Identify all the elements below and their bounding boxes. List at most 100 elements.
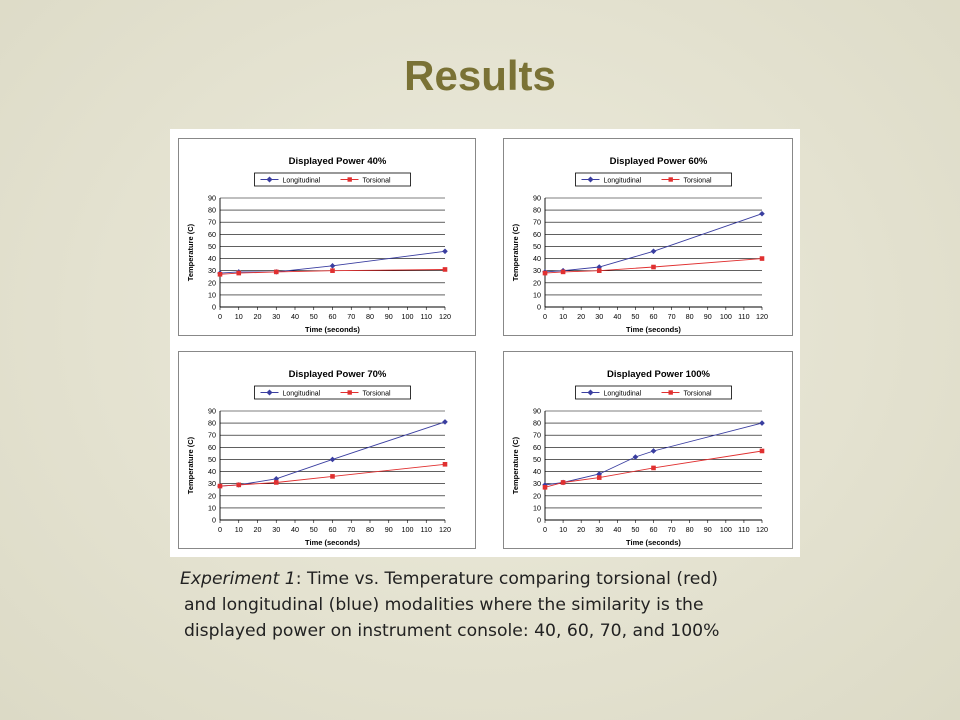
chart-0-legend-marker-1 [347,177,352,182]
chart-2-xtick-11: 110 [421,525,432,534]
chart-3-point-0-5 [759,420,765,426]
chart-1-ytick-0: 90 [533,194,541,203]
chart-1-legend-label-1: Torsional [684,178,712,185]
chart-2-point-1-0 [217,483,223,489]
chart-1-ytick-7: 20 [533,278,541,287]
chart-0-xtick-6: 60 [329,312,337,321]
chart-0-point-1-3 [330,268,335,273]
chart-3-point-1-4 [759,448,765,454]
chart-0-legend-marker-0 [266,176,273,183]
chart-3-xtick-2: 20 [577,525,585,534]
chart-3-xtick-0: 0 [543,525,547,534]
chart-3-legend [575,385,732,400]
chart-0-xtick-3: 30 [272,312,280,321]
chart-3-point-1-3 [651,465,656,471]
chart-3-xtick-10: 100 [720,525,732,534]
chart-1-xtick-5: 50 [631,312,639,321]
chart-3-point-0-4 [650,448,657,454]
chart-1-xtick-3: 30 [595,312,603,321]
chart-panel-power-60: Displayed Power 60% Longitudinal Torsional… [503,138,793,336]
chart-3-xtick-7: 70 [668,525,676,534]
chart-2-xtick-10: 100 [402,525,414,534]
chart-svg-power-40: Displayed Power 40% Longitudinal Torsional… [186,156,451,334]
chart-0-ytick-6: 30 [208,266,216,275]
chart-2-xtick-6: 60 [329,525,337,534]
chart-0-xtick-11: 110 [421,312,432,321]
chart-2-point-1-2 [273,480,279,485]
chart-3-xtick-4: 40 [613,525,621,534]
caption-line-1-text: : Time vs. Temperature comparing torsion… [295,569,718,589]
caption-experiment-label: Experiment 1 [180,569,296,589]
chart-2-xtick-2: 20 [254,525,262,534]
chart-1-xtick-4: 40 [613,312,621,321]
chart-0-ytick-9: 0 [212,303,216,312]
chart-2-legend-label-1: Torsional [363,391,391,398]
chart-1-point-0-4 [759,210,765,217]
chart-3-point-0-3 [632,454,639,460]
chart-0-xtick-8: 80 [366,312,374,321]
chart-1-point-1-4 [759,256,765,261]
chart-figure: Displayed Power 40% Longitudinal Torsional… [170,129,800,557]
chart-1-point-1-0 [542,270,548,276]
chart-0-ytick-7: 20 [208,278,216,287]
chart-3-point-1-2 [596,475,602,480]
chart-1-xtick-10: 100 [720,312,732,321]
caption-line-1: Experiment 1: Time vs. Temperature compa… [180,566,880,592]
chart-3-xlabel: Time (seconds) [626,538,681,547]
chart-1-ytick-1: 80 [533,206,541,215]
chart-2-legend-label-0: Longitudinal [283,391,321,398]
chart-2-legend-marker-0 [266,389,273,396]
caption-line-2: and longitudinal (blue) modalities where… [184,595,704,615]
chart-2-xtick-1: 10 [235,525,243,534]
chart-1-legend-marker-0 [587,176,594,183]
chart-1-title: Displayed Power 60% [610,156,708,167]
chart-0-point-0-3 [329,263,336,269]
chart-0-legend-label-0: Longitudinal [283,178,321,185]
chart-0-xtick-4: 40 [291,312,299,321]
chart-0-ytick-1: 80 [208,206,216,215]
chart-2-xtick-9: 90 [385,525,393,534]
chart-0-legend-label-1: Torsional [363,178,391,185]
chart-3-ytick-4: 50 [533,455,541,464]
chart-2-xtick-4: 40 [291,525,299,534]
chart-3-ytick-5: 40 [533,467,541,476]
chart-svg-power-100: Displayed Power 100% Longitudinal Torsiona… [511,369,768,547]
chart-2-point-0-4 [442,419,448,425]
chart-0-ytick-8: 10 [208,290,216,299]
chart-2-xtick-12: 120 [439,525,451,534]
chart-3-point-0-0 [542,482,548,488]
chart-3-legend-label-0: Longitudinal [604,391,642,398]
chart-3-ytick-0: 90 [533,407,541,416]
slide-title: Results [404,52,556,99]
chart-1-point-0-3 [650,248,657,255]
chart-3-legend-marker-0 [587,389,594,396]
chart-3-xtick-5: 50 [631,525,639,534]
chart-1-legend [575,172,732,187]
chart-3-ytick-2: 70 [533,431,541,440]
chart-0-ytick-0: 90 [208,194,216,203]
chart-1-ytick-3: 60 [533,230,541,239]
chart-3-ytick-6: 30 [533,479,541,488]
chart-0-xtick-10: 100 [402,312,414,321]
chart-3-ytick-9: 0 [537,516,541,525]
chart-2-ytick-1: 80 [208,419,216,428]
chart-1-ytick-5: 40 [533,254,541,263]
chart-2-ytick-3: 60 [208,443,216,452]
chart-2-ytick-8: 10 [208,503,216,512]
chart-0-xtick-12: 120 [439,312,451,321]
chart-0-point-1-0 [217,272,223,277]
chart-1-ytick-9: 0 [537,303,541,312]
chart-0-xtick-9: 90 [385,312,393,321]
chart-3-series-line-0 [544,422,763,486]
chart-3-xtick-12: 120 [756,525,768,534]
chart-2-xtick-3: 30 [272,525,280,534]
chart-2-point-1-4 [442,461,448,467]
chart-3-xtick-11: 110 [738,525,749,534]
chart-3-ytick-3: 60 [533,443,541,452]
chart-1-ylabel: Temperature (C) [511,223,520,281]
chart-1-xlabel: Time (seconds) [626,325,681,334]
chart-3-title: Displayed Power 100% [607,369,711,380]
chart-1-ytick-8: 10 [533,290,541,299]
chart-0-ytick-2: 70 [208,218,216,227]
chart-1-xtick-0: 0 [543,312,547,321]
